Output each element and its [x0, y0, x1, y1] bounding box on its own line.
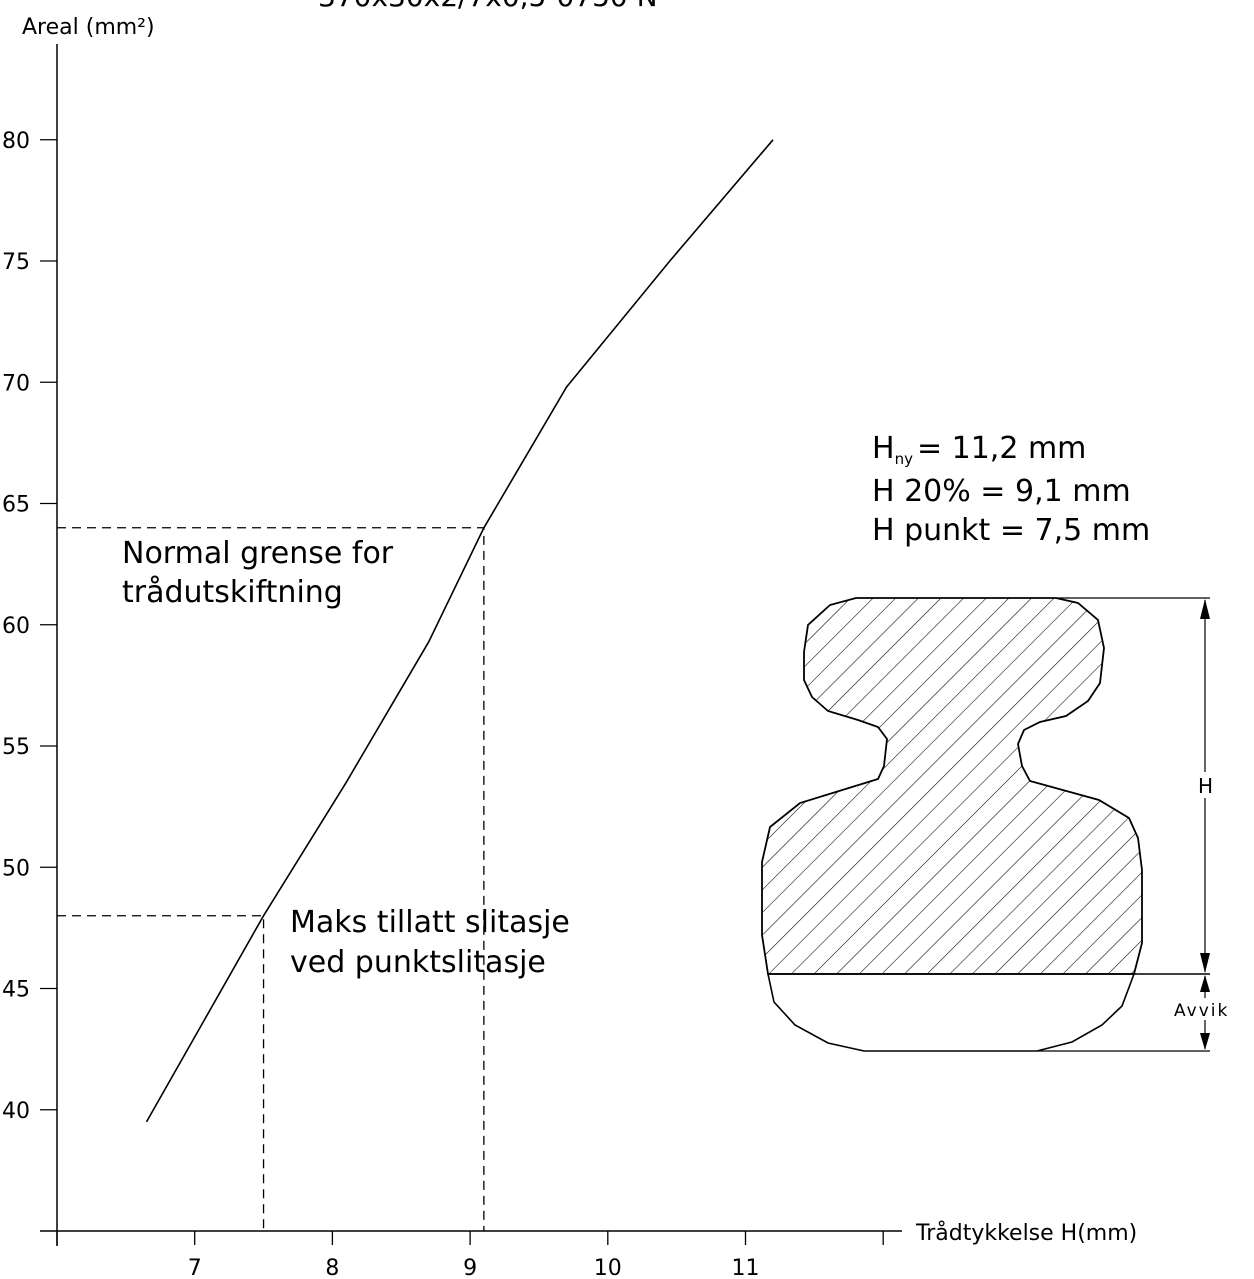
dim-avvik-label: Avvik — [1174, 1001, 1229, 1021]
spec-h-new: Hny = 11,2 mm — [872, 431, 1086, 468]
wire-profile-worn-part — [767, 973, 1135, 1052]
y-axis-label: Areal (mm²) — [22, 15, 155, 40]
y-tick-label: 55 — [2, 735, 30, 760]
normal-limit-label-line1: Normal grense for — [122, 536, 394, 571]
y-tick-label: 45 — [2, 978, 30, 1003]
max-wear-label-line2: ved punktslitasje — [290, 945, 546, 980]
x-ticks: 7 8 9 10 11 — [56, 1231, 884, 1279]
y-tick-label: 80 — [2, 129, 30, 154]
normal-limit-ref-line — [57, 527, 485, 1231]
x-tick-label: 11 — [732, 1256, 760, 1279]
dim-h-arrow-top — [1200, 599, 1210, 619]
x-tick-label: 8 — [325, 1256, 339, 1279]
x-tick-label: 9 — [463, 1256, 477, 1279]
x-tick-label: 7 — [188, 1256, 202, 1279]
spec-h-point: H punkt = 7,5 mm — [872, 513, 1150, 548]
y-ticks: 40 45 50 55 60 65 70 75 80 — [2, 129, 57, 1124]
spec-h-20: H 20% = 9,1 mm — [872, 474, 1131, 509]
y-tick-label: 60 — [2, 614, 30, 639]
spec-h-new-rest: = 11,2 mm — [917, 431, 1086, 466]
x-tick-label: 10 — [594, 1256, 622, 1279]
chart-title: 370x30x2/7x0,5-0750 N — [318, 0, 658, 13]
max-wear-label-line1: Maks tillatt slitasje — [290, 905, 570, 940]
y-tick-label: 50 — [2, 856, 30, 881]
reference-lines — [57, 527, 485, 1231]
dim-avvik-arrow-bottom — [1200, 1033, 1210, 1050]
y-tick-label: 40 — [2, 1099, 30, 1124]
max-wear-ref-line — [57, 915, 265, 1231]
y-tick-label: 65 — [2, 493, 30, 518]
spec-h-new-sub: ny — [895, 450, 914, 468]
series-line — [145, 139, 774, 1123]
dim-h-label: H — [1198, 774, 1213, 798]
wire-profile-hatched — [761, 597, 1143, 975]
normal-limit-label-line2: trådutskiftning — [122, 575, 343, 610]
dim-h-arrow-bottom — [1200, 953, 1210, 973]
y-tick-label: 75 — [2, 250, 30, 275]
y-tick-label: 70 — [2, 371, 30, 396]
spec-h-new-prefix: H — [872, 431, 895, 466]
wire-profile: H Avvik — [761, 597, 1242, 1052]
dim-avvik-arrow-top — [1200, 975, 1210, 992]
x-axis-label: Trådtykkelse H(mm) — [915, 1220, 1137, 1246]
